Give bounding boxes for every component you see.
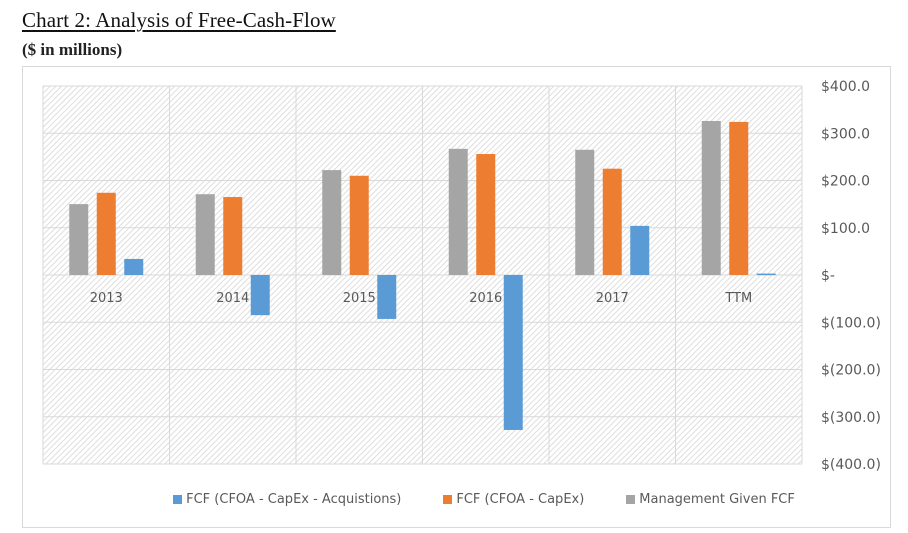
bars (69, 120, 776, 430)
legend-label: FCF (CFOA - CapEx) (456, 492, 585, 507)
y-tick-label: $- (821, 268, 835, 284)
y-tick-label: $400.0 (821, 79, 870, 95)
bar-fcf-cfoa-capex-acquistions-2016 (503, 275, 523, 430)
chart-title: Chart 2: Analysis of Free-Cash-Flow (22, 8, 336, 32)
x-tick-label: 2015 (343, 291, 376, 306)
y-tick-label: $(100.0) (821, 315, 881, 331)
chart-subtitle: ($ in millions) (22, 40, 123, 59)
x-tick-label: 2016 (469, 291, 502, 306)
y-tick-label: $(300.0) (821, 410, 881, 426)
legend-label: Management Given FCF (639, 492, 795, 507)
y-tick-label: $100.0 (821, 221, 870, 237)
y-tick-label: $200.0 (821, 174, 870, 190)
x-tick-label: 2017 (596, 291, 629, 306)
bar-fcf-cfoa-capex-acquistions-2014 (250, 275, 270, 316)
x-tick-label: TTM (724, 291, 752, 306)
bar-fcf-cfoa-capex-acquistions-ttm (756, 273, 776, 276)
y-tick-label: $300.0 (821, 126, 870, 142)
legend-item-capex: FCF (CFOA - CapEx) (443, 492, 584, 507)
legend-swatch-orange (443, 495, 453, 504)
x-tick-label: 2014 (216, 291, 249, 306)
bar-fcf-cfoa-capex-acquistions-2017 (630, 225, 650, 275)
bar-management-given-fcf-2017 (575, 149, 595, 275)
y-axis-labels: $400.0 $300.0 $200.0 $100.0 $- $(100.0) $(200.… (821, 79, 881, 473)
bar-fcf-cfoa-capex-2017 (602, 168, 622, 275)
bar-management-given-fcf-ttm (701, 120, 721, 275)
legend-swatch-blue (173, 495, 183, 504)
bar-fcf-cfoa-capex-acquistions-2013 (124, 258, 144, 275)
bar-fcf-cfoa-capex-2016 (476, 154, 496, 275)
bar-management-given-fcf-2015 (322, 170, 342, 275)
bar-management-given-fcf-2014 (195, 194, 215, 275)
bar-management-given-fcf-2016 (448, 148, 468, 275)
y-tick-label: $(400.0) (821, 457, 881, 473)
x-tick-label: 2013 (90, 291, 123, 306)
y-tick-label: $(200.0) (821, 363, 881, 379)
category-labels: 2013 2014 2015 2016 2017 TTM (90, 291, 752, 306)
legend-item-acquisitions: FCF (CFOA - CapEx - Acquistions) (173, 492, 401, 507)
bar-fcf-cfoa-capex-2013 (96, 192, 116, 275)
bar-fcf-cfoa-capex-ttm (729, 121, 749, 275)
legend-swatch-gray (626, 495, 636, 504)
bar-fcf-cfoa-capex-2014 (223, 197, 243, 275)
bar-fcf-cfoa-capex-2015 (349, 175, 369, 275)
legend-label: FCF (CFOA - CapEx - Acquistions) (186, 492, 402, 507)
bar-management-given-fcf-2013 (69, 204, 89, 275)
bar-fcf-cfoa-capex-acquistions-2015 (377, 275, 397, 319)
legend: FCF (CFOA - CapEx - Acquistions) FCF (CF… (0, 492, 908, 507)
gridlines (42, 85, 803, 465)
legend-item-management: Management Given FCF (626, 492, 795, 507)
